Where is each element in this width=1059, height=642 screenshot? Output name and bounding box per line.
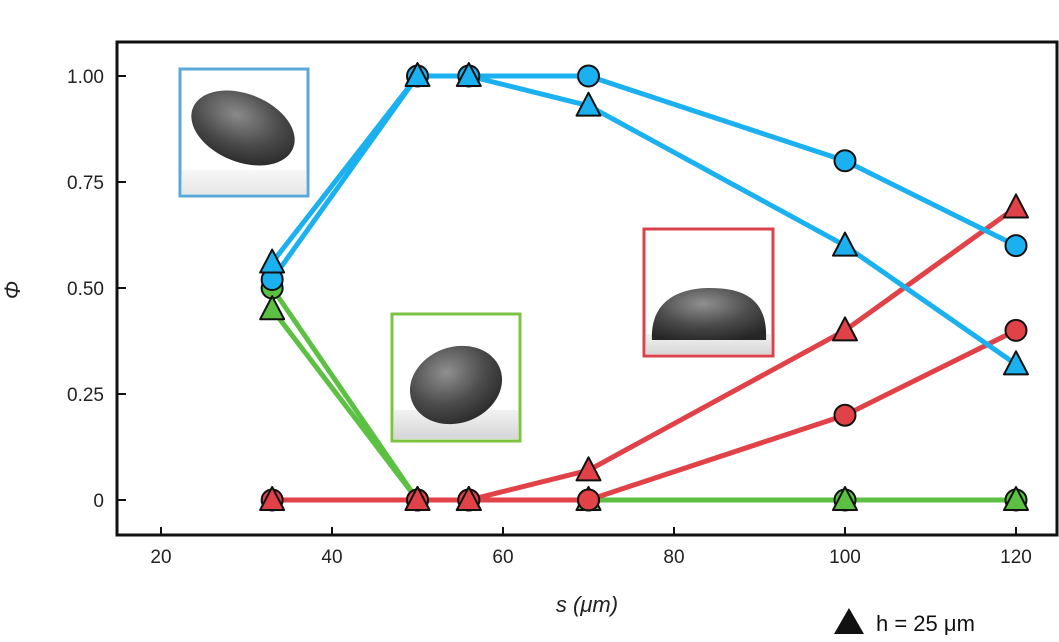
data-point-red-circle bbox=[1004, 318, 1028, 342]
data-point-green-triangle bbox=[832, 486, 858, 511]
y-tick-label: 0 bbox=[93, 491, 104, 512]
inset-red bbox=[642, 227, 775, 358]
series-line-blue-triangle bbox=[269, 73, 1019, 367]
data-point-blue-triangle bbox=[404, 62, 431, 87]
y-tick-label: 0.75 bbox=[67, 173, 104, 194]
inset-blue bbox=[178, 67, 310, 198]
droplet-image bbox=[651, 288, 767, 340]
x-axis-label: s (μm) bbox=[556, 592, 618, 617]
droplet-image bbox=[191, 90, 295, 166]
legend-marker-triangle bbox=[834, 608, 864, 634]
data-point-green-triangle bbox=[259, 295, 286, 321]
data-point-green-triangle bbox=[1003, 486, 1029, 511]
data-point-blue-triangle bbox=[455, 62, 482, 87]
data-point-red-triangle bbox=[832, 316, 858, 342]
data-point-red-triangle bbox=[1003, 193, 1029, 219]
droplet-image bbox=[409, 345, 503, 425]
data-point-blue-triangle bbox=[832, 231, 858, 257]
x-tick-label: 100 bbox=[829, 547, 861, 568]
x-tick-label: 80 bbox=[663, 547, 684, 568]
data-point-blue-triangle bbox=[1003, 350, 1029, 376]
data-point-red-circle bbox=[577, 488, 600, 512]
legend: h = 25 μm bbox=[834, 608, 975, 636]
data-point-blue-circle bbox=[833, 149, 857, 173]
data-point-blue-triangle bbox=[575, 91, 602, 117]
y-tick-label: 1.00 bbox=[67, 67, 104, 88]
x-tick-label: 60 bbox=[492, 547, 513, 568]
legend-label: h = 25 μm bbox=[876, 611, 975, 636]
y-tick-label: 0.50 bbox=[67, 279, 104, 300]
data-point-red-triangle bbox=[404, 486, 431, 511]
data-point-red-triangle bbox=[259, 486, 286, 511]
x-tick-label: 40 bbox=[321, 547, 342, 568]
data-point-blue-triangle bbox=[259, 248, 286, 274]
inset-green bbox=[390, 312, 522, 443]
y-tick-label: 0.25 bbox=[67, 385, 104, 406]
data-point-blue-circle bbox=[1004, 234, 1028, 258]
data-point-blue-circle bbox=[577, 64, 600, 88]
x-tick-label: 20 bbox=[150, 547, 171, 568]
data-point-red-triangle bbox=[455, 486, 482, 511]
data-point-red-triangle bbox=[575, 456, 602, 482]
data-point-red-circle bbox=[833, 403, 857, 427]
series-line-red-triangle bbox=[269, 204, 1019, 503]
x-tick-label: 120 bbox=[1000, 547, 1032, 568]
y-axis-label: Φ bbox=[0, 281, 25, 299]
